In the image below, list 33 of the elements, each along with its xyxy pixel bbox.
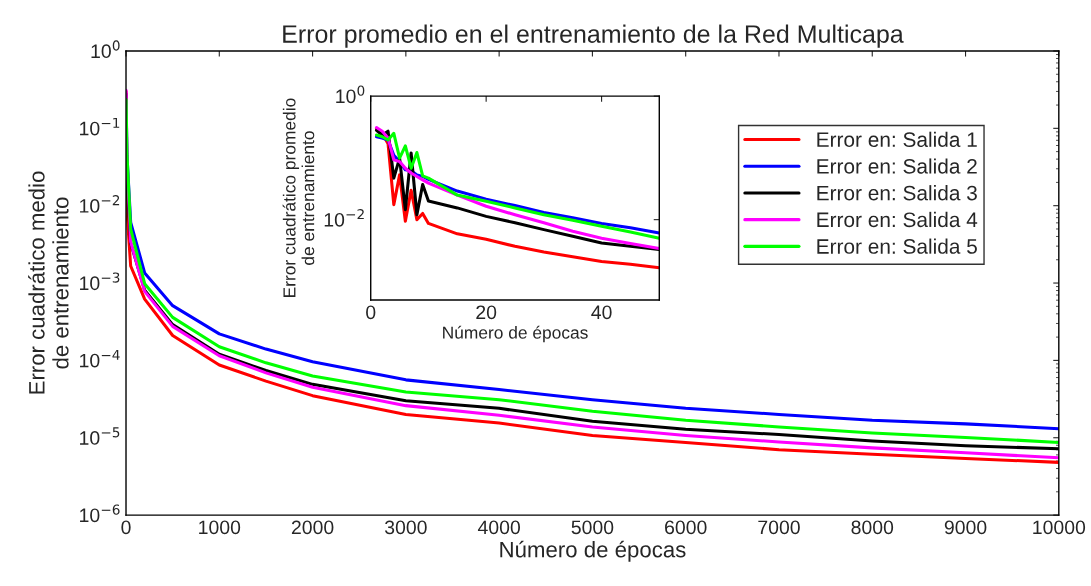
y-tick-label: 10$^{−5}$ bbox=[80, 427, 120, 445]
y-axis-title: Error cuadrático medio de entrenamiento bbox=[28, 171, 69, 394]
legend-label: Error en: Salida 2 bbox=[817, 158, 977, 174]
y-tick-label: 10$^{−6}$ bbox=[80, 504, 120, 523]
x-tick-label: 9000 bbox=[944, 520, 987, 535]
x-tick-label: 10000 bbox=[1033, 520, 1086, 535]
x-axis-title: Número de épocas bbox=[500, 540, 686, 562]
x-tick-label: 7000 bbox=[758, 520, 800, 535]
legend-label: Error en: Salida 4 bbox=[817, 211, 978, 228]
x-tick-label: 8000 bbox=[851, 520, 894, 535]
legend-label: Error en: Salida 5 bbox=[817, 238, 977, 254]
x-tick-label: 4000 bbox=[477, 520, 520, 535]
x-tick-label: 0 bbox=[366, 305, 376, 320]
y-tick-label: 10$^{−2}$ bbox=[324, 209, 364, 227]
x-tick-label: 6000 bbox=[665, 520, 707, 535]
x-tick-label: 20 bbox=[476, 305, 497, 320]
x-tick-label: 40 bbox=[591, 305, 612, 320]
x-tick-label: 5000 bbox=[571, 520, 614, 535]
x-tick-label: 2000 bbox=[291, 520, 334, 535]
y-axis-title: Error cuadrático promedio de entrenamiento bbox=[282, 98, 315, 297]
y-tick-label: 10$^{0}$ bbox=[336, 85, 365, 104]
y-tick-label: 10$^{−1}$ bbox=[80, 117, 120, 136]
y-tick-label: 10$^{0}$ bbox=[91, 40, 120, 59]
chart-title: Error promedio en el entrenamiento de la Red Multicapa bbox=[283, 24, 904, 48]
y-tick-label: 10$^{−2}$ bbox=[80, 195, 120, 213]
y-tick-label: 10$^{−3}$ bbox=[80, 272, 120, 291]
x-tick-label: 3000 bbox=[384, 520, 427, 535]
x-tick-label: 1000 bbox=[199, 520, 241, 535]
legend-label: Error en: Salida 3 bbox=[817, 185, 977, 201]
x-tick-label: 0 bbox=[121, 520, 131, 535]
x-axis-title: Número de épocas bbox=[443, 325, 588, 343]
y-tick-label: 10$^{−4}$ bbox=[80, 349, 120, 368]
legend-label: Error en: Salida 1 bbox=[817, 131, 977, 147]
